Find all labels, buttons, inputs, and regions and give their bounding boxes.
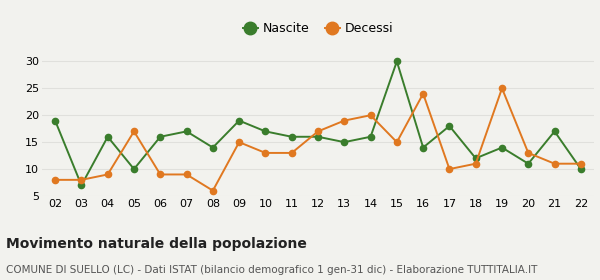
Text: COMUNE DI SUELLO (LC) - Dati ISTAT (bilancio demografico 1 gen-31 dic) - Elabora: COMUNE DI SUELLO (LC) - Dati ISTAT (bila… (6, 265, 538, 275)
Legend: Nascite, Decessi: Nascite, Decessi (238, 17, 398, 40)
Text: Movimento naturale della popolazione: Movimento naturale della popolazione (6, 237, 307, 251)
